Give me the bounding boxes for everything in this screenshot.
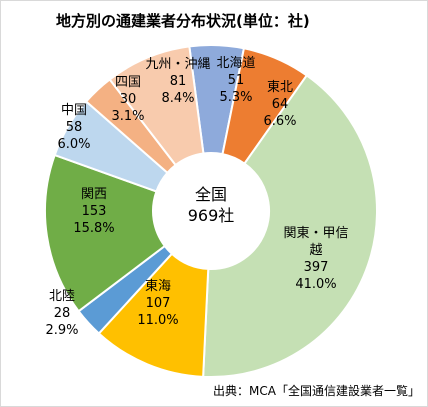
slice-label-1: 北海道 51 5.3% [216,56,255,105]
chart-title: 地方別の通建業者分布状況(単位：社) [56,12,310,30]
slice-label-9: 九州・沖縄 81 8.4% [145,57,210,106]
slice-label-8: 四国 30 3.1% [111,75,144,124]
slice-3 [202,74,378,378]
center-label-line-2: 969社 [188,206,235,225]
source-note: 出典：MCA「全国通信建設業者一覧」 [213,384,420,398]
center-label-line-1: 全国 [195,185,227,204]
slice-6 [44,153,167,313]
slice-label-6: 関西 153 15.8% [73,187,114,236]
slice-9 [108,45,205,167]
slice-label-5: 北陸 28 2.9% [45,288,78,338]
slice-label-2: 東北 64 6.6% [263,79,296,129]
slice-label-7: 中国 58 6.0% [57,103,90,152]
slice-label-3: 関東・甲信越 397 41.0% [283,225,348,292]
slice-label-4: 東海 107 11.0% [137,278,178,328]
